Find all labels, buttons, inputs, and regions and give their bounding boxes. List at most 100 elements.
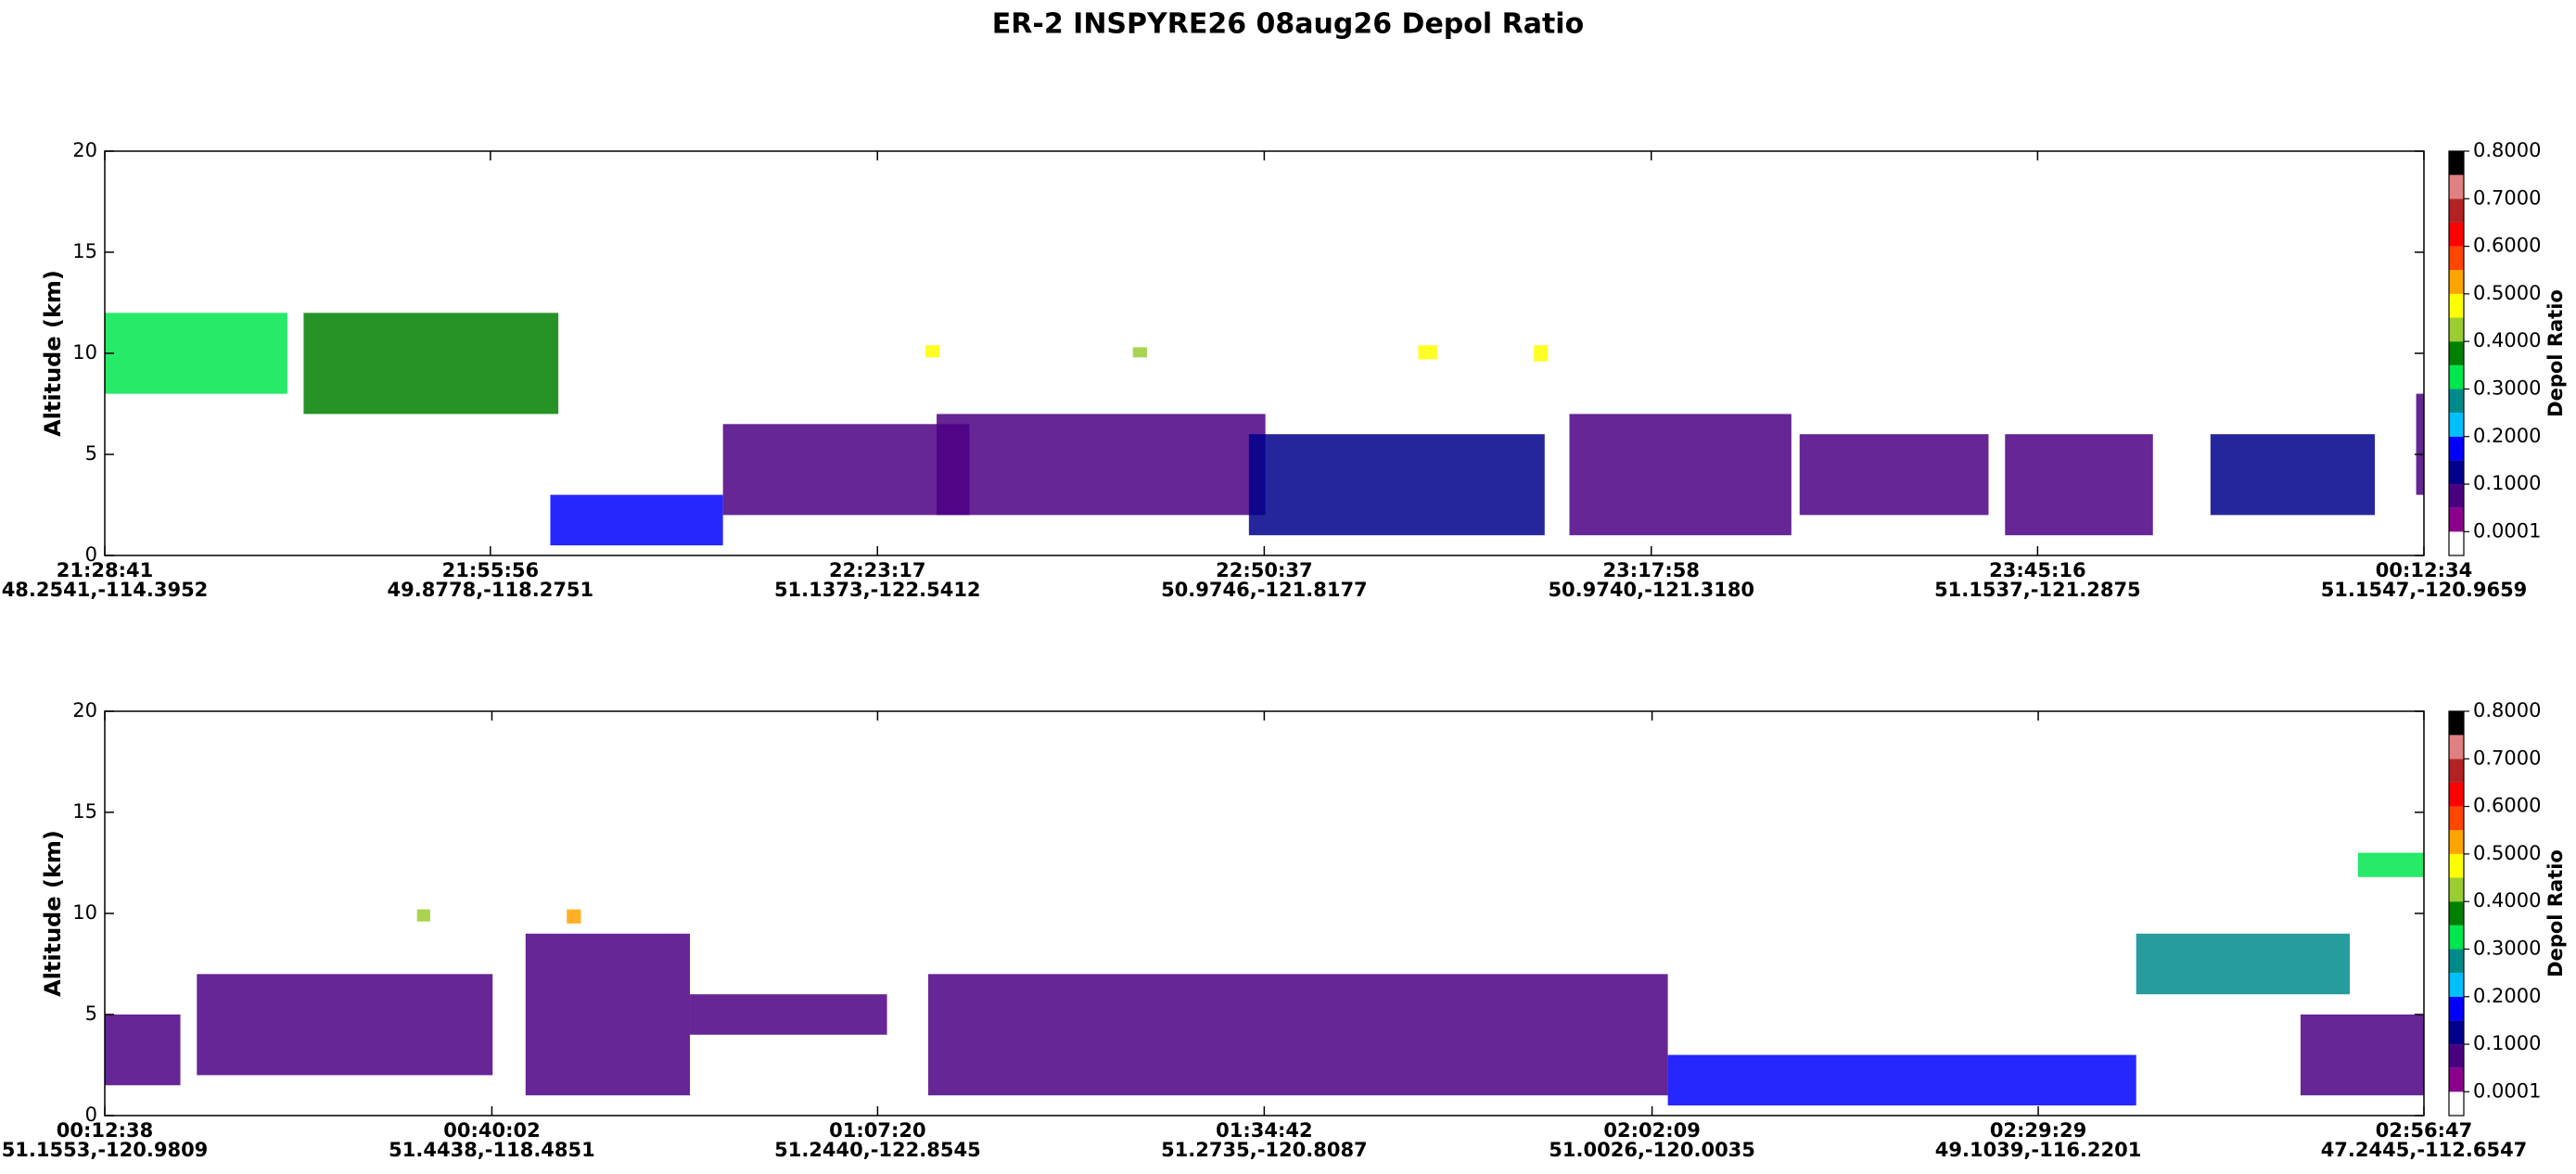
y-tick-label: 20 bbox=[72, 699, 97, 721]
colorbar-bin bbox=[2449, 1020, 2464, 1045]
x-tick-label: 01:07:20 bbox=[829, 1119, 925, 1142]
y-axis-label: Altitude (km) bbox=[40, 270, 66, 437]
cloud-layer bbox=[197, 974, 493, 1076]
x-tick-label: 22:50:37 bbox=[1216, 559, 1312, 581]
x-tick-label: 22:23:17 bbox=[829, 559, 925, 581]
colorbar-bin bbox=[2449, 317, 2464, 342]
colorbar-bin bbox=[2449, 949, 2464, 974]
cloud-layer bbox=[416, 909, 430, 922]
x-tick-sublabel: 48.2541,-114.3952 bbox=[2, 579, 209, 601]
colorbar-bin bbox=[2449, 806, 2464, 831]
cloud-layer bbox=[1667, 1054, 2136, 1106]
x-tick-sublabel: 51.1547,-120.9659 bbox=[2321, 579, 2528, 601]
colorbar-tick-label: 0.5000 bbox=[2473, 282, 2541, 304]
cloud-layer bbox=[567, 909, 581, 924]
x-tick-sublabel: 50.9740,-121.3180 bbox=[1548, 579, 1754, 601]
cloud-layer bbox=[1799, 434, 1989, 516]
x-tick-label: 02:56:47 bbox=[2376, 1119, 2472, 1142]
x-tick-label: 01:34:42 bbox=[1216, 1119, 1312, 1142]
colorbar-bin bbox=[2449, 853, 2464, 878]
colorbar-bin bbox=[2449, 830, 2464, 854]
cloud-layer bbox=[2005, 434, 2153, 536]
cloud-layer bbox=[2210, 434, 2376, 516]
colorbar-bin bbox=[2449, 925, 2464, 950]
cloud-layer bbox=[1418, 345, 1437, 360]
y-tick-label: 5 bbox=[85, 442, 97, 465]
x-tick-sublabel: 51.1553,-120.9809 bbox=[2, 1139, 209, 1161]
cloud-layer bbox=[690, 994, 887, 1035]
colorbar-bin bbox=[2449, 711, 2464, 735]
cloud-layer bbox=[105, 313, 287, 394]
cloud-layer bbox=[2300, 1014, 2424, 1096]
colorbar-bin bbox=[2449, 484, 2464, 508]
colorbar-bin bbox=[2449, 877, 2464, 902]
x-tick-label: 02:29:29 bbox=[1990, 1119, 2086, 1142]
y-tick-label: 20 bbox=[72, 139, 97, 161]
x-tick-label: 23:17:58 bbox=[1603, 559, 1700, 581]
cloud-layer bbox=[303, 313, 559, 415]
colorbar-tick-label: 0.8000 bbox=[2473, 139, 2541, 161]
cloud-layer bbox=[105, 1014, 181, 1086]
cloud-layer bbox=[2416, 393, 2424, 495]
cloud-layer bbox=[925, 345, 940, 358]
x-tick-sublabel: 47.2445,-112.6547 bbox=[2321, 1139, 2528, 1161]
x-tick-sublabel: 51.4438,-118.4851 bbox=[389, 1139, 595, 1161]
colorbar-bin bbox=[2449, 782, 2464, 807]
colorbar-tick-label: 0.2000 bbox=[2473, 985, 2541, 1007]
colorbar-bin bbox=[2449, 531, 2464, 555]
colorbar-bin bbox=[2449, 436, 2464, 461]
y-tick-label: 0 bbox=[85, 543, 97, 566]
colorbar-bin bbox=[2449, 1067, 2464, 1092]
colorbar-tick-label: 0.7000 bbox=[2473, 186, 2541, 209]
cloud-layer bbox=[550, 494, 723, 546]
cloud-layer bbox=[1132, 347, 1147, 358]
colorbar-tick-label: 0.5000 bbox=[2473, 842, 2541, 864]
x-tick-sublabel: 51.2440,-122.8545 bbox=[774, 1139, 981, 1161]
cloud-layer bbox=[1248, 434, 1545, 536]
y-tick-label: 5 bbox=[85, 1002, 97, 1025]
colorbar-bin bbox=[2449, 389, 2464, 414]
colorbar-tick-label: 0.1000 bbox=[2473, 1032, 2541, 1054]
colorbar-tick-label: 0.4000 bbox=[2473, 329, 2541, 351]
colorbar-bin bbox=[2449, 341, 2464, 365]
y-tick-label: 15 bbox=[72, 240, 97, 262]
x-tick-sublabel: 51.1373,-122.5412 bbox=[774, 579, 981, 601]
colorbar-bin bbox=[2449, 151, 2464, 175]
colorbar-bin bbox=[2449, 198, 2464, 223]
colorbar-frame bbox=[2448, 150, 2465, 556]
x-tick-label: 00:12:34 bbox=[2376, 559, 2472, 581]
y-tick-label: 10 bbox=[72, 901, 97, 924]
cloud-layer bbox=[937, 414, 1266, 516]
x-tick-label: 21:28:41 bbox=[57, 559, 153, 581]
colorbar-bin bbox=[2449, 460, 2464, 485]
colorbar-tick-label: 0.1000 bbox=[2473, 472, 2541, 494]
cloud-layer bbox=[722, 424, 970, 516]
x-tick-label: 21:55:56 bbox=[442, 559, 539, 581]
x-tick-label: 02:02:09 bbox=[1603, 1119, 1700, 1142]
colorbar-tick-label: 0.7000 bbox=[2473, 747, 2541, 769]
x-tick-sublabel: 51.1537,-121.2875 bbox=[1934, 579, 2141, 601]
x-tick-label: 00:12:38 bbox=[57, 1119, 153, 1142]
x-tick-sublabel: 49.8778,-118.2751 bbox=[388, 579, 594, 601]
colorbar-bin bbox=[2449, 293, 2464, 318]
x-tick-sublabel: 51.0026,-120.0035 bbox=[1549, 1139, 1755, 1161]
colorbar-label: Depol Ratio bbox=[2544, 289, 2567, 417]
cloud-layer bbox=[2357, 852, 2424, 877]
x-tick-label: 00:40:02 bbox=[443, 1119, 540, 1142]
cloud-layer bbox=[1534, 345, 1549, 362]
colorbar-tick-label: 0.0001 bbox=[2473, 1079, 2541, 1102]
colorbar-bin bbox=[2449, 1044, 2464, 1068]
y-axis-label: Altitude (km) bbox=[40, 830, 66, 997]
colorbar-bin bbox=[2449, 996, 2464, 1021]
colorbar-bin bbox=[2449, 413, 2464, 437]
cloud-layer bbox=[525, 933, 691, 1096]
colorbar-tick-label: 0.6000 bbox=[2473, 235, 2541, 257]
y-tick-label: 15 bbox=[72, 800, 97, 823]
cloud-layer bbox=[2136, 933, 2351, 995]
colorbar-bin bbox=[2449, 1091, 2464, 1116]
colorbar-tick-label: 0.2000 bbox=[2473, 425, 2541, 447]
colorbar-label: Depol Ratio bbox=[2544, 849, 2567, 977]
colorbar-tick-label: 0.6000 bbox=[2473, 795, 2541, 817]
cloud-layer bbox=[1569, 414, 1792, 536]
colorbar-bin bbox=[2449, 759, 2464, 783]
